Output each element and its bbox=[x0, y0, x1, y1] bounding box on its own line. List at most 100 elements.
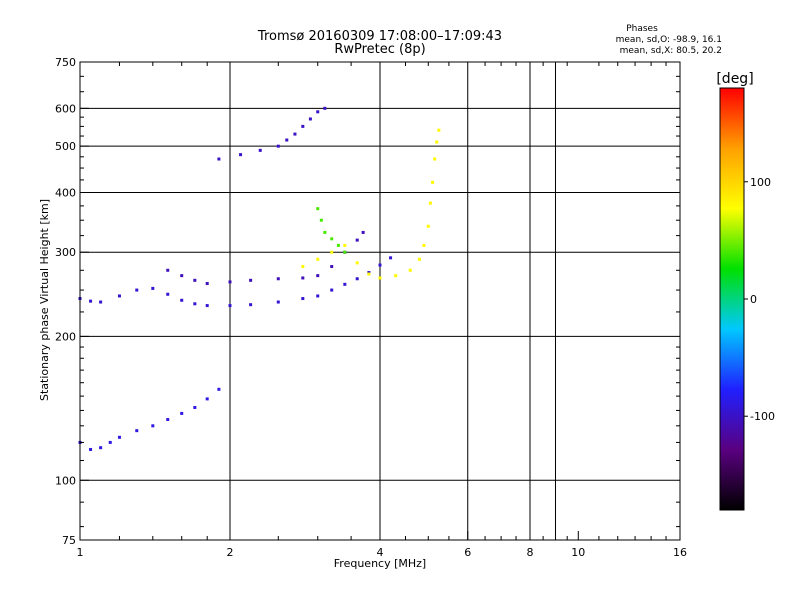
data-point bbox=[217, 157, 221, 161]
y-tick-label: 100 bbox=[55, 474, 76, 487]
data-point bbox=[355, 238, 359, 242]
data-point bbox=[89, 447, 93, 451]
data-point bbox=[166, 268, 170, 272]
data-point bbox=[323, 230, 327, 234]
x-tick-label: 4 bbox=[377, 546, 384, 559]
colorbar: 100 0 -100 bbox=[719, 87, 775, 511]
data-point bbox=[99, 300, 103, 304]
stats-line-extraordinary: mean, sd,X: 80.5, 20.2 bbox=[620, 46, 722, 56]
data-point bbox=[316, 110, 320, 114]
colorbar-tick-label: -100 bbox=[750, 410, 775, 423]
x-tick-label: 1 bbox=[77, 546, 84, 559]
data-point bbox=[378, 276, 382, 280]
data-point bbox=[249, 303, 253, 307]
y-tick-label: 400 bbox=[55, 186, 76, 199]
colorbar-tick-label: 100 bbox=[750, 176, 771, 189]
data-point bbox=[428, 201, 432, 205]
data-point bbox=[422, 243, 426, 247]
data-point bbox=[193, 278, 197, 282]
data-point bbox=[285, 138, 289, 142]
data-point bbox=[316, 294, 320, 298]
data-point bbox=[89, 299, 93, 303]
stats-box-title: Phases bbox=[626, 24, 658, 34]
data-point bbox=[205, 397, 209, 401]
data-point bbox=[330, 265, 334, 269]
x-tick-label: 6 bbox=[464, 546, 471, 559]
x-tick-label: 16 bbox=[673, 546, 687, 559]
data-point bbox=[301, 276, 305, 280]
data-point bbox=[437, 128, 441, 132]
y-tick-label: 500 bbox=[55, 140, 76, 153]
chart-title: Tromsø 20160309 17:08:00–17:09:43 bbox=[257, 29, 502, 44]
data-point bbox=[426, 224, 430, 228]
data-point bbox=[316, 257, 320, 261]
plot-area bbox=[80, 62, 680, 540]
data-point bbox=[355, 261, 359, 265]
data-point bbox=[343, 250, 347, 254]
axes: 1 2 4 6 8 10 16 75 100 200 300 400 500 600 750 bbox=[55, 56, 687, 559]
data-point bbox=[319, 218, 323, 222]
y-tick-label: 300 bbox=[55, 246, 76, 259]
data-point bbox=[343, 282, 347, 286]
colorbar-bar bbox=[719, 87, 745, 511]
data-point bbox=[193, 302, 197, 306]
data-point bbox=[408, 268, 412, 272]
data-point bbox=[378, 263, 382, 267]
data-points bbox=[78, 106, 441, 451]
data-point bbox=[361, 230, 365, 234]
y-axis-label: Stationary phase Virtual Height [km] bbox=[38, 199, 51, 401]
data-point bbox=[367, 272, 371, 276]
data-point bbox=[117, 435, 121, 439]
data-point bbox=[301, 265, 305, 269]
data-point bbox=[276, 144, 280, 148]
colorbar-label: [deg] bbox=[716, 71, 753, 87]
data-point bbox=[276, 277, 280, 281]
data-point bbox=[166, 292, 170, 296]
colorbar-tick-label: 0 bbox=[750, 293, 757, 306]
data-point bbox=[433, 157, 437, 161]
data-point bbox=[205, 304, 209, 308]
data-point bbox=[135, 288, 139, 292]
data-point bbox=[99, 446, 103, 450]
data-point bbox=[293, 132, 297, 136]
data-point bbox=[301, 124, 305, 128]
data-point bbox=[135, 429, 139, 433]
y-tick-label: 750 bbox=[55, 56, 76, 69]
data-point bbox=[217, 387, 221, 391]
data-point bbox=[367, 271, 371, 275]
data-point bbox=[166, 418, 170, 422]
data-point bbox=[308, 117, 312, 121]
x-tick-label: 10 bbox=[571, 546, 585, 559]
data-point bbox=[117, 294, 121, 298]
data-point bbox=[336, 243, 340, 247]
x-tick-label: 8 bbox=[527, 546, 534, 559]
data-point bbox=[276, 300, 280, 304]
x-tick-label: 2 bbox=[227, 546, 234, 559]
y-tick-label: 200 bbox=[55, 330, 76, 343]
data-point bbox=[249, 278, 253, 282]
data-point bbox=[417, 257, 421, 261]
data-point bbox=[394, 274, 398, 278]
data-point bbox=[355, 277, 359, 281]
data-point bbox=[316, 207, 320, 211]
data-point bbox=[108, 440, 112, 444]
data-point bbox=[330, 288, 334, 292]
data-point bbox=[180, 274, 184, 278]
data-point bbox=[193, 405, 197, 409]
data-point bbox=[228, 304, 232, 308]
data-point bbox=[389, 256, 393, 260]
data-point bbox=[228, 280, 232, 284]
data-point bbox=[151, 286, 155, 290]
data-point bbox=[180, 298, 184, 302]
data-point bbox=[316, 274, 320, 278]
data-point bbox=[180, 411, 184, 415]
y-tick-label: 600 bbox=[55, 102, 76, 115]
y-tick-label: 75 bbox=[62, 534, 76, 547]
x-axis-label: Frequency [MHz] bbox=[334, 557, 426, 570]
data-point bbox=[301, 297, 305, 301]
data-point bbox=[431, 180, 435, 184]
data-point bbox=[435, 140, 439, 144]
data-point bbox=[239, 153, 243, 157]
stats-line-ordinary: mean, sd,O: -98.9, 16.1 bbox=[616, 35, 722, 45]
